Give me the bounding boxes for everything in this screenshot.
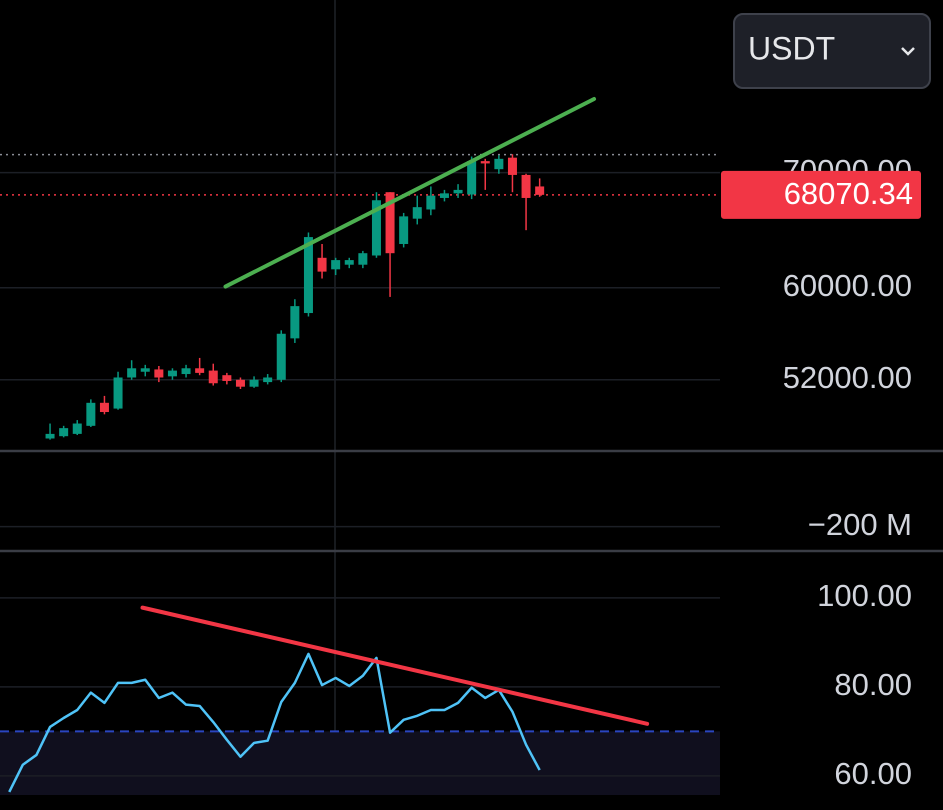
candle-body (113, 377, 123, 409)
y-tick-label: 60000.00 (783, 268, 912, 303)
candle-body (249, 379, 259, 387)
candle-body (195, 368, 205, 373)
y-tick-label: 100.00 (817, 578, 912, 613)
candle-body (86, 402, 96, 426)
candle-body (426, 195, 436, 210)
candle-body (521, 174, 531, 198)
candle-body (181, 368, 191, 375)
candle-body (385, 192, 395, 254)
rsi-line (8, 652, 541, 793)
candle-body (494, 158, 504, 170)
candle-body (371, 200, 381, 256)
candle-body (467, 161, 477, 195)
candle-body (72, 423, 82, 434)
candle-body (235, 379, 245, 387)
candle-body (127, 368, 137, 378)
candle-body (167, 370, 177, 377)
candle-body (154, 369, 164, 378)
candle-body (507, 157, 517, 175)
candle-body (263, 377, 273, 383)
candle-body (290, 306, 300, 339)
selector-box[interactable] (733, 13, 931, 89)
candle-body (453, 189, 463, 194)
last-price-box (721, 170, 921, 219)
chevron[interactable] (901, 47, 915, 56)
candle-body (99, 402, 109, 413)
y-tick-label: 52000.00 (783, 360, 912, 395)
candle-body (535, 186, 545, 195)
candle-body (358, 253, 368, 265)
trendline (223, 96, 597, 289)
y-tick-label: −200 M (808, 507, 912, 542)
candle-body (45, 433, 55, 439)
candle-body (208, 370, 218, 384)
trendline (140, 605, 650, 726)
candle-body (344, 260, 354, 265)
y-tick-label: 60.00 (834, 756, 912, 791)
candle-body (480, 161, 490, 164)
candle-body (303, 237, 313, 314)
selector-label[interactable]: USDT (748, 30, 835, 66)
candle-body (317, 257, 327, 272)
y-tick-label: 80.00 (834, 667, 912, 702)
last-price-label: 68070.34 (784, 176, 913, 211)
candle-body (412, 207, 422, 219)
currency-selector[interactable]: USDT (733, 13, 931, 89)
candle-body (331, 260, 341, 270)
candle-body (59, 428, 69, 437)
candle-body (276, 333, 286, 380)
candle-body (399, 216, 409, 244)
candle-body (222, 375, 232, 381)
candle-body (140, 368, 150, 372)
candle-body (439, 193, 449, 198)
level-zone (0, 731, 720, 795)
